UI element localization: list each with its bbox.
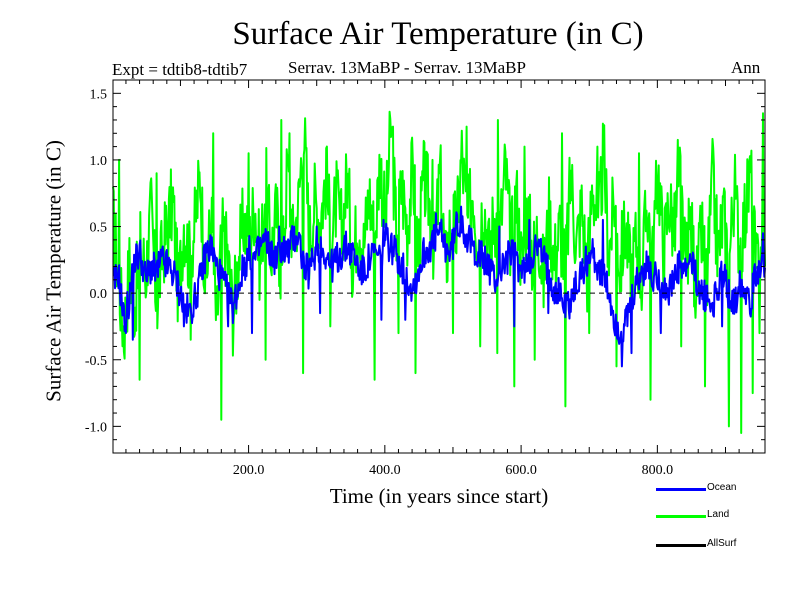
x-tick-label: 400.0: [369, 463, 401, 478]
legend-label-allsurf: AllSurf: [707, 538, 737, 549]
x-tick-label: 600.0: [505, 463, 537, 478]
legend-swatch-ocean: [656, 488, 706, 491]
y-tick-label: 1.5: [90, 87, 108, 102]
x-tick-label: 800.0: [642, 463, 674, 478]
legend-swatch-land: [656, 515, 706, 518]
tick-layer: -1.0 -0.5 0.0 0.5 1.0 1.5 200.0 400.0 600.0 800.0: [85, 80, 765, 478]
x-axis-label: Time (in years since start): [329, 484, 549, 508]
period-label: Ann: [731, 58, 761, 77]
y-tick-label: -0.5: [85, 354, 107, 369]
chart-title: Surface Air Temperature (in C): [232, 16, 644, 52]
run-label: Serrav. 13MaBP - Serrav. 13MaBP: [288, 58, 526, 77]
legend-label-ocean: Ocean: [707, 482, 737, 493]
legend-label-land: Land: [707, 509, 730, 520]
experiment-label: Expt = tdtib8-tdtib7: [112, 60, 248, 79]
legend-swatch-allsurf: [656, 544, 706, 547]
y-tick-label: 0.5: [90, 221, 108, 236]
ocean-series-line: [112, 205, 766, 368]
x-tick-label: 200.0: [233, 463, 265, 478]
y-tick-label: 1.0: [90, 154, 108, 169]
land-series-line: [112, 110, 766, 434]
y-axis-label: Surface Air Temperature (in C): [41, 140, 66, 402]
y-tick-label: -1.0: [85, 420, 107, 435]
series-layer: [112, 110, 766, 434]
plot-frame: [112, 79, 766, 454]
y-tick-label: 0.0: [90, 287, 108, 302]
